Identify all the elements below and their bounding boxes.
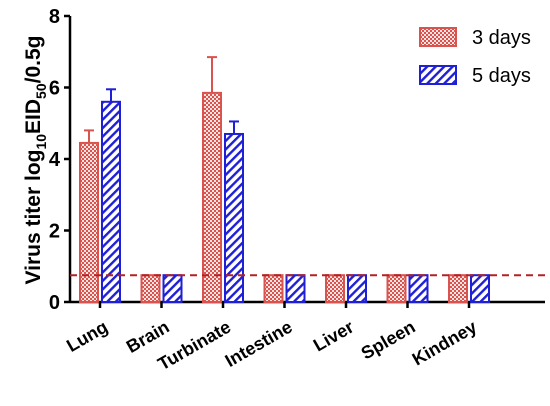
y-axis-title-suffix: /0.5g (22, 35, 45, 83)
y-axis-title-mid: EID (22, 99, 45, 134)
y-axis-title-sub1: 10 (33, 134, 49, 150)
bar-series1 (202, 91, 222, 303)
y-tick-label: 2 (49, 221, 60, 243)
bar-series2 (408, 274, 429, 303)
bar-series2 (162, 274, 183, 303)
legend-swatch-series1 (419, 27, 457, 47)
y-axis-title-prefix: Virus titer log (22, 150, 45, 285)
x-tick-label: Intestine (222, 317, 296, 371)
x-tick-label: Lung (63, 317, 111, 356)
y-tick-label: 0 (49, 292, 60, 314)
bar-series1 (263, 274, 284, 303)
legend-label: 3 days (472, 27, 531, 49)
bar-series1 (79, 141, 99, 303)
svg-text:Virus titer log10EID50/0.5g: Virus titer log10EID50/0.5g (22, 35, 49, 284)
bar-series1 (386, 274, 407, 303)
legend: 3 days 5 days (419, 27, 531, 87)
bar-series2 (224, 132, 244, 303)
bar-series1 (448, 274, 468, 303)
legend-label: 5 days (472, 65, 531, 87)
bar-series2 (470, 274, 490, 303)
legend-swatch-series2 (419, 65, 457, 85)
y-tick-label: 6 (49, 78, 60, 100)
x-tick-label: Spleen (358, 317, 419, 364)
bar-series2 (285, 274, 306, 303)
bar-series2 (101, 100, 121, 303)
bar-series1 (140, 274, 161, 303)
bar-series2 (347, 274, 367, 303)
y-axis-title-sub2: 50 (33, 83, 49, 99)
y-tick-label: 4 (49, 149, 61, 171)
x-tick-label: Liver (310, 317, 357, 356)
x-tick-label: Kindney (409, 317, 481, 370)
y-tick-label: 8 (49, 6, 60, 28)
y-axis-title: Virus titer log10EID50/0.5g (22, 35, 49, 284)
bar-series1 (325, 274, 345, 303)
